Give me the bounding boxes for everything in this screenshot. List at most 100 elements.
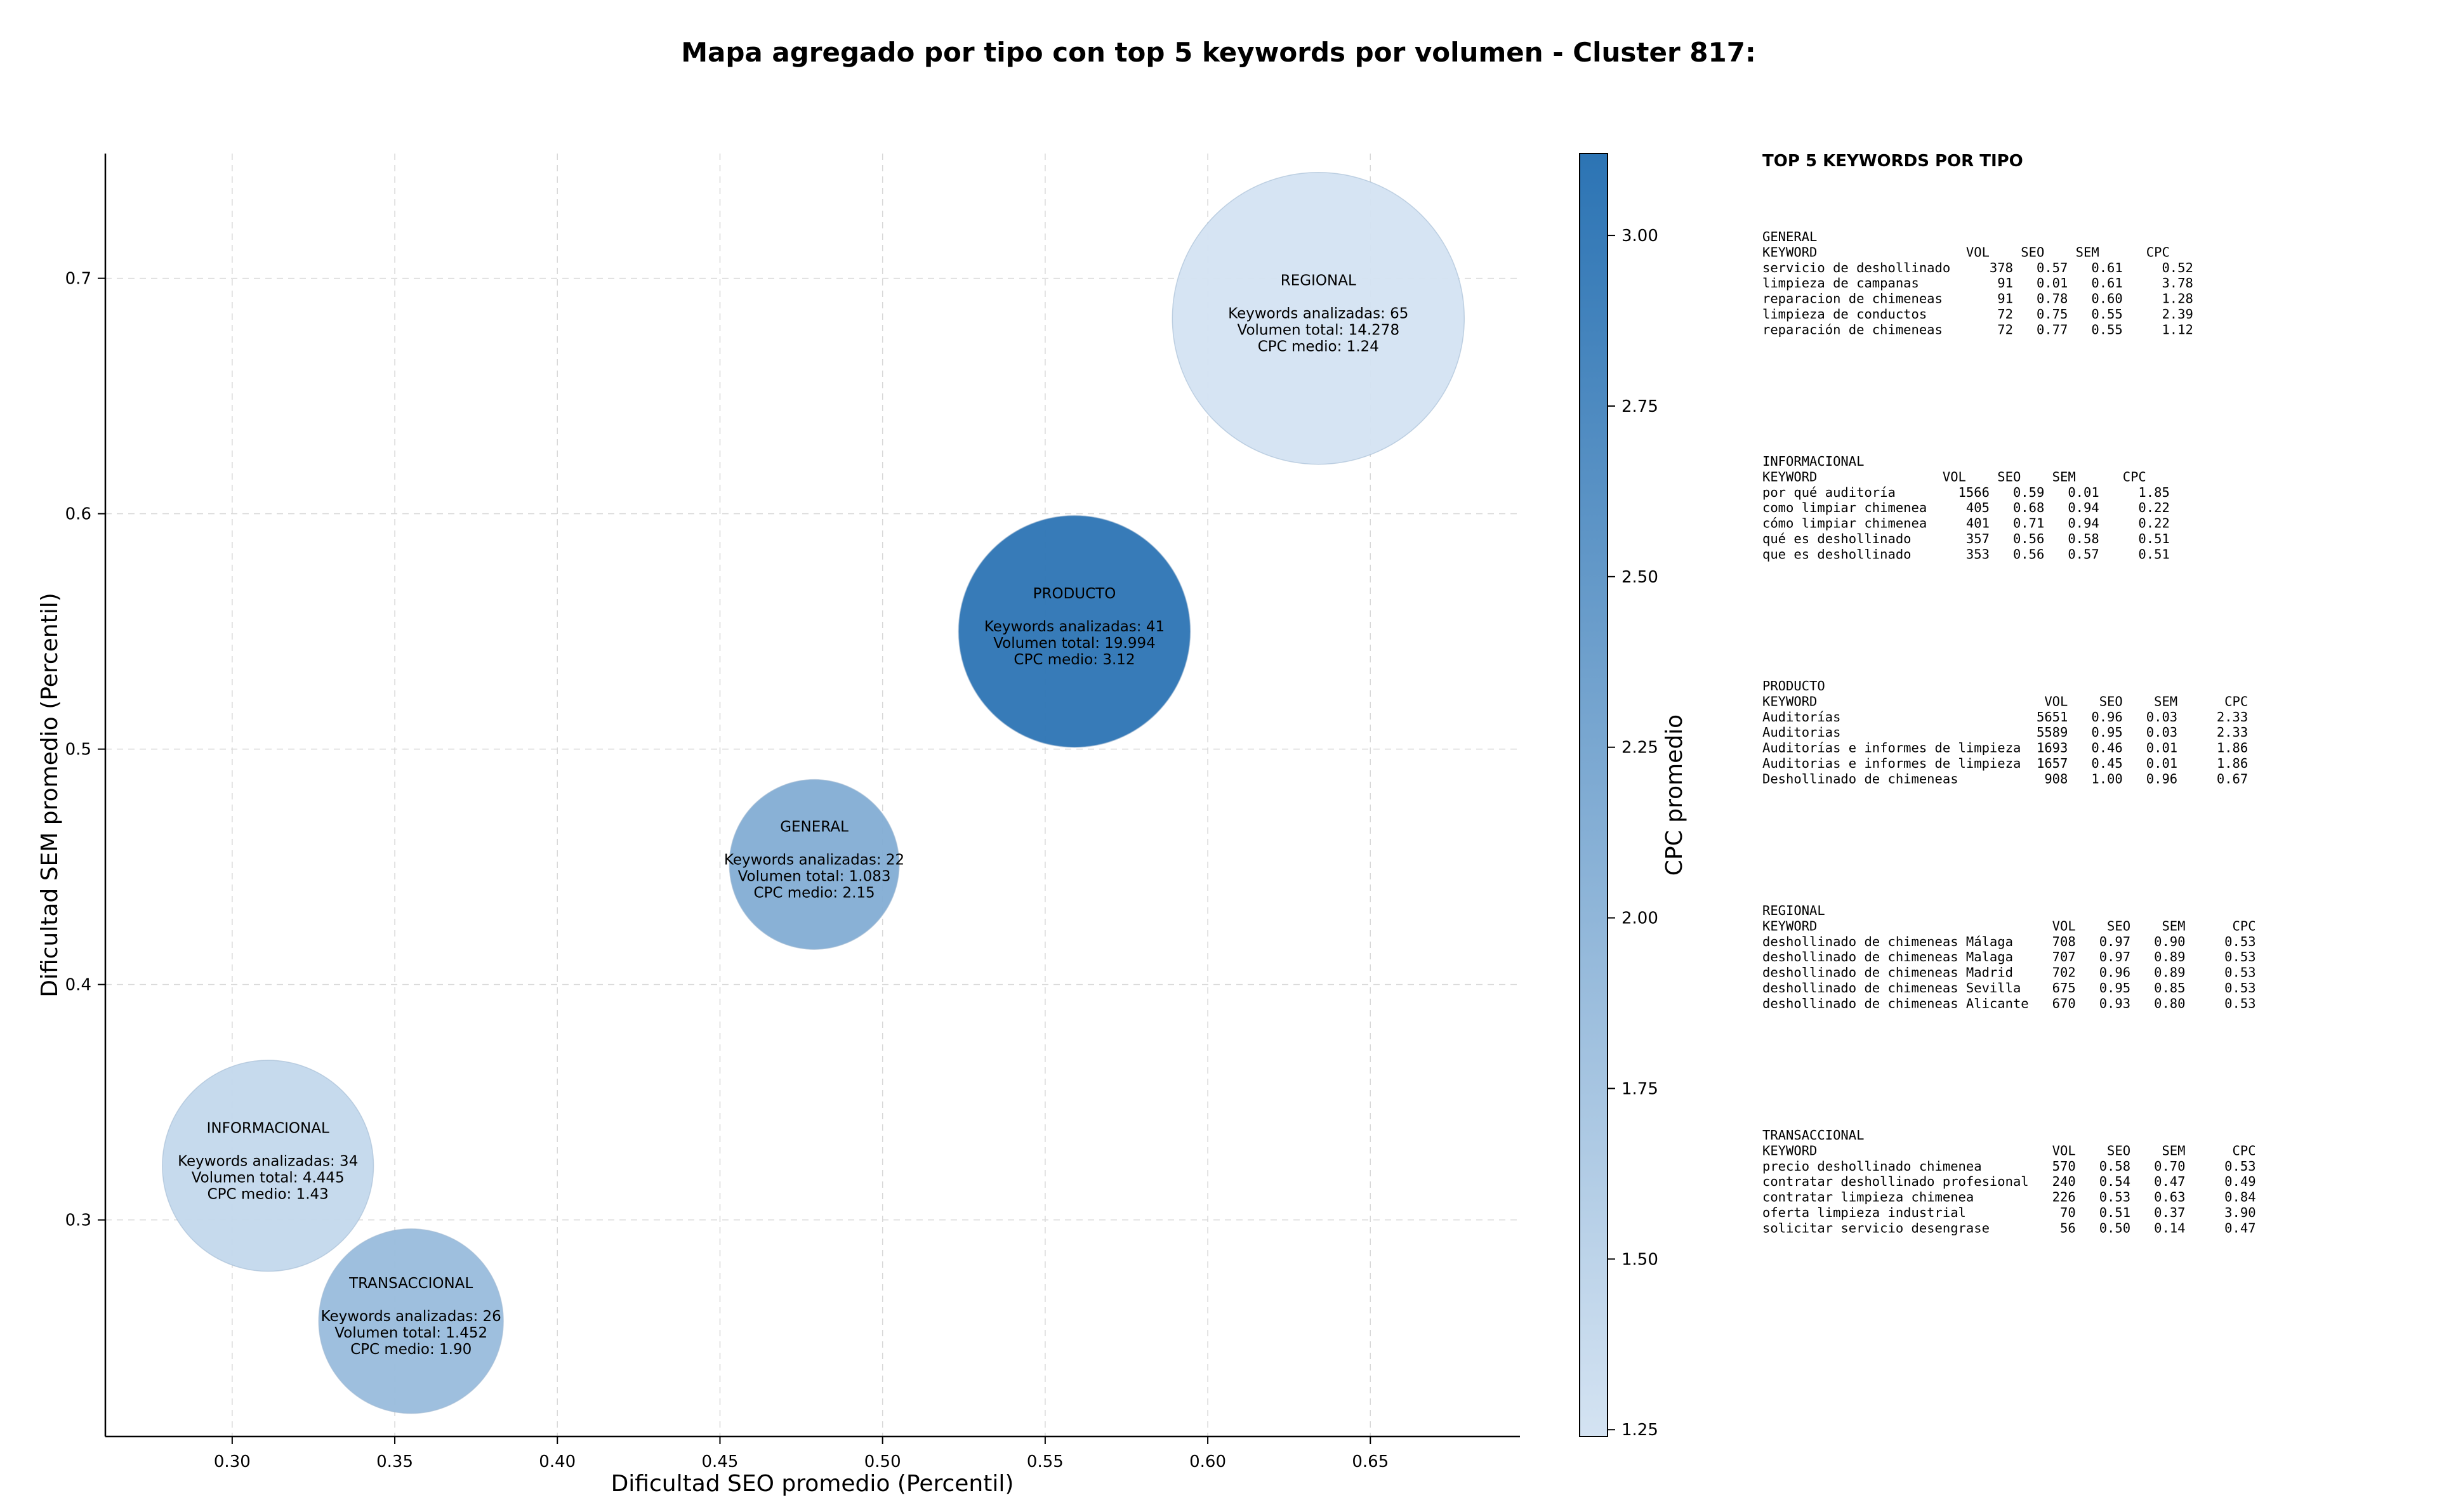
y-tick-label: 0.7	[65, 270, 91, 289]
bubble-label-line: CPC medio: 3.12	[1014, 652, 1135, 668]
bubble-label-name: REGIONAL	[1281, 273, 1356, 289]
keyword-table-row: qué es deshollinado 357 0.56 0.58 0.51	[1762, 531, 2170, 546]
keyword-table-row: cómo limpiar chimenea 401 0.71 0.94 0.22	[1762, 516, 2170, 531]
keyword-table-row: contratar limpieza chimenea 226 0.53 0.6…	[1762, 1190, 2256, 1205]
colorbar-tick-label: 1.25	[1621, 1421, 1658, 1440]
bubble-circle	[729, 779, 900, 950]
keyword-table-header: KEYWORD VOL SEO SEM CPC	[1762, 469, 2146, 484]
x-tick-label: 0.35	[376, 1452, 413, 1471]
keyword-group-name: GENERAL	[1762, 229, 1817, 244]
bubble-label-line: Keywords analizadas: 65	[1228, 306, 1408, 322]
x-tick-label: 0.65	[1352, 1452, 1389, 1471]
keyword-table-row: solicitar servicio desengrase 56 0.50 0.…	[1762, 1220, 2256, 1235]
bubble-circle	[162, 1060, 374, 1272]
keyword-table-row: deshollinado de chimeneas Málaga 708 0.9…	[1762, 934, 2256, 949]
keyword-table-row: Auditorias 5589 0.95 0.03 2.33	[1762, 725, 2248, 740]
y-tick-label: 0.3	[65, 1211, 91, 1230]
bubble-label-line: CPC medio: 1.90	[350, 1341, 472, 1358]
keyword-table-header: KEYWORD VOL SEO SEM CPC	[1762, 244, 2170, 260]
bubble-label-line: Volumen total: 1.083	[738, 868, 891, 884]
keyword-table-row: reparacion de chimeneas 91 0.78 0.60 1.2…	[1762, 291, 2193, 306]
keyword-table-header: KEYWORD VOL SEO SEM CPC	[1762, 918, 2256, 933]
bubble-label-line: Volumen total: 1.452	[334, 1325, 487, 1341]
x-tick-label: 0.50	[864, 1452, 901, 1471]
bubble-circle	[958, 515, 1191, 748]
bubble-label-name: GENERAL	[780, 818, 849, 835]
y-tick-label: 0.6	[65, 505, 91, 524]
colorbar-ticks: 1.25 1.50 1.75 2.00 2.25 2.50 2.75 3.00	[1608, 227, 1658, 1440]
keyword-table-row: como limpiar chimenea 405 0.68 0.94 0.22	[1762, 500, 2170, 515]
bubble-label-line: Keywords analizadas: 41	[984, 619, 1165, 635]
bubble-label-line: Keywords analizadas: 22	[724, 851, 904, 868]
bubble-label-name: PRODUCTO	[1033, 586, 1116, 602]
x-tick-label: 0.40	[539, 1452, 576, 1471]
keyword-table-row: deshollinado de chimeneas Alicante 670 0…	[1762, 996, 2256, 1011]
bubble-label-line: Keywords analizadas: 26	[321, 1308, 501, 1325]
colorbar	[1579, 153, 1608, 1437]
colorbar-tick-label: 1.75	[1621, 1079, 1658, 1098]
y-axis-ticks: 0.3 0.4 0.5 0.6 0.7	[65, 270, 105, 1230]
chart-title: Mapa agregado por tipo con top 5 keyword…	[681, 37, 1756, 68]
bubble-label-line: Volumen total: 4.445	[192, 1169, 345, 1186]
keyword-table-row: Auditorias e informes de limpieza 1657 0…	[1762, 756, 2248, 771]
x-tick-label: 0.60	[1189, 1452, 1226, 1471]
bubble-informacional: INFORMACIONAL Keywords analizadas: 34Volu…	[162, 1060, 374, 1272]
keyword-table-row: deshollinado de chimeneas Madrid 702 0.9…	[1762, 965, 2256, 980]
colorbar-tick-label: 3.00	[1621, 227, 1658, 246]
bubble-label-name: TRANSACCIONAL	[348, 1275, 473, 1292]
keyword-table-row: por qué auditoría 1566 0.59 0.01 1.85	[1762, 485, 2170, 500]
colorbar-tick-label: 2.75	[1621, 397, 1658, 416]
colorbar-label: CPC promedio	[1661, 714, 1687, 876]
bubble-label-line: CPC medio: 2.15	[753, 884, 875, 901]
x-tick-label: 0.55	[1027, 1452, 1064, 1471]
keyword-table-header: KEYWORD VOL SEO SEM CPC	[1762, 694, 2248, 709]
colorbar-tick-label: 2.25	[1621, 739, 1658, 758]
keyword-table-row: servicio de deshollinado 378 0.57 0.61 0…	[1762, 260, 2193, 275]
keyword-table-row: que es deshollinado 353 0.56 0.57 0.51	[1762, 546, 2170, 562]
keyword-table-row: reparación de chimeneas 72 0.77 0.55 1.1…	[1762, 322, 2193, 337]
keyword-group-name: REGIONAL	[1762, 903, 1825, 918]
keyword-group-name: INFORMACIONAL	[1762, 454, 1864, 469]
y-axis-label: Dificultad SEM promedio (Percentil)	[37, 593, 63, 997]
keyword-group-name: TRANSACCIONAL	[1762, 1127, 1864, 1143]
keyword-table-row: contratar deshollinado profesional 240 0…	[1762, 1174, 2256, 1189]
x-tick-label: 0.30	[214, 1452, 251, 1471]
keyword-table-row: oferta limpieza industrial 70 0.51 0.37 …	[1762, 1205, 2256, 1220]
bubble-transaccional: TRANSACCIONAL Keywords analizadas: 26Volu…	[318, 1228, 504, 1414]
y-tick-label: 0.5	[65, 740, 91, 759]
x-axis-ticks: 0.30 0.35 0.40 0.45 0.50 0.55 0.60 0.65	[214, 1436, 1389, 1471]
colorbar-tick-label: 1.50	[1621, 1250, 1658, 1269]
x-tick-label: 0.45	[702, 1452, 739, 1471]
keyword-table-row: deshollinado de chimeneas Malaga 707 0.9…	[1762, 949, 2256, 964]
keyword-table-row: precio deshollinado chimenea 570 0.58 0.…	[1762, 1159, 2256, 1174]
bubble-circle	[318, 1228, 504, 1414]
y-tick-label: 0.4	[65, 976, 91, 995]
bubble-label-line: Volumen total: 19.994	[993, 635, 1156, 652]
bubble-circle	[1172, 171, 1465, 465]
bubble-label-line: CPC medio: 1.24	[1258, 339, 1379, 355]
panel-title: TOP 5 KEYWORDS POR TIPO	[1762, 152, 2023, 171]
keyword-table-row: Deshollinado de chimeneas 908 1.00 0.96 …	[1762, 771, 2248, 786]
bubble-label-line: Keywords analizadas: 34	[178, 1153, 358, 1169]
keyword-table-row: Auditorías 5651 0.96 0.03 2.33	[1762, 709, 2248, 725]
bubble-label-line: Volumen total: 14.278	[1238, 322, 1400, 339]
colorbar-tick-label: 2.50	[1621, 568, 1658, 587]
keyword-table-row: limpieza de conductos 72 0.75 0.55 2.39	[1762, 306, 2193, 322]
keyword-table-header: KEYWORD VOL SEO SEM CPC	[1762, 1143, 2256, 1158]
keyword-table-row: deshollinado de chimeneas Sevilla 675 0.…	[1762, 980, 2256, 996]
bubble-label-name: INFORMACIONAL	[207, 1120, 329, 1136]
keyword-table-row: Auditorías e informes de limpieza 1693 0…	[1762, 740, 2248, 756]
colorbar-tick-label: 2.00	[1621, 909, 1658, 928]
x-axis-label: Dificultad SEO promedio (Percentil)	[611, 1471, 1014, 1497]
bubble-label-line: CPC medio: 1.43	[208, 1186, 329, 1202]
